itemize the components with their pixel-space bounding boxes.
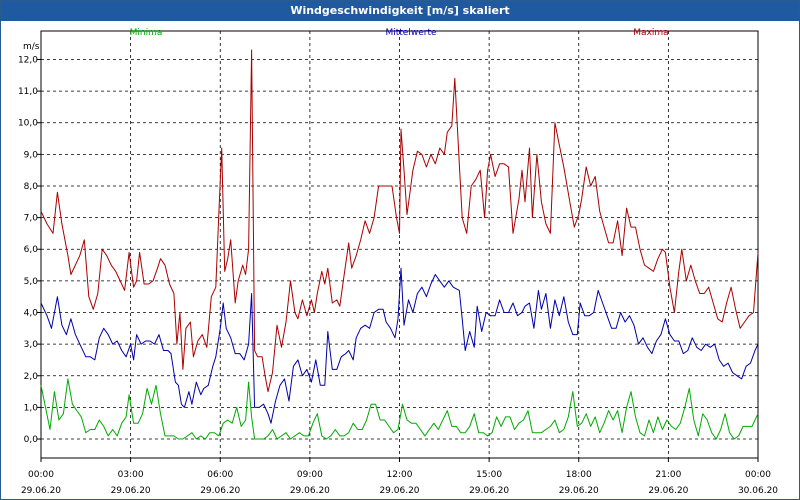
x-tick-date: 30.06.20 — [738, 486, 778, 496]
legend: Minima Mittelwerte Maxima — [130, 28, 669, 38]
x-tick-date: 29.06.20 — [469, 486, 509, 496]
legend-item-maxima: Maxima — [633, 28, 668, 38]
legend-item-mittelwerte: Mittelwerte — [385, 28, 436, 38]
x-tick-date: 29.06.20 — [290, 486, 330, 496]
x-tick-time: 03:00 — [118, 470, 144, 480]
y-tick-label: 5,0 — [24, 277, 39, 287]
y-tick-label: 4,0 — [24, 309, 39, 319]
grid-lines — [41, 31, 758, 458]
legend-item-minima: Minima — [130, 28, 163, 38]
y-tick-label: 8,0 — [24, 182, 39, 192]
series-line-mittelwerte — [40, 267, 759, 424]
x-tick-time: 09:00 — [297, 470, 323, 480]
x-tick-date: 29.06.20 — [21, 486, 61, 496]
y-tick-label: 2,0 — [24, 372, 39, 382]
y-axis-unit: m/s — [23, 42, 40, 52]
x-tick-time: 00:00 — [28, 470, 54, 480]
y-tick-label: 12,0 — [18, 55, 38, 65]
x-tick-time: 18:00 — [566, 470, 592, 480]
x-tick-date: 29.06.20 — [200, 486, 240, 496]
x-tick-date: 29.06.20 — [379, 486, 419, 496]
y-tick-label: 11,0 — [18, 87, 38, 97]
y-tick-label: 3,0 — [24, 340, 39, 350]
series-line-maxima — [40, 49, 759, 393]
y-tick-label: 6,0 — [24, 245, 39, 255]
x-tick-date: 29.06.20 — [648, 486, 688, 496]
x-axis: 00:00 29.06.20 03:00 29.06.20 06:00 29.06.20 0… — [21, 458, 778, 496]
x-tick-time: 21:00 — [655, 470, 681, 480]
y-axis: 0,0 1,0 2,0 3,0 4,0 5,0 6,0 7,0 8,0 9,0 10,0 11,0 12… — [18, 55, 41, 445]
series-line-minima — [40, 378, 759, 440]
y-tick-label: 9,0 — [24, 150, 39, 160]
x-tick-time: 12:00 — [387, 470, 413, 480]
window-title: Windgeschwindigkeit [m/s] skaliert — [1, 1, 799, 21]
x-tick-time: 15:00 — [476, 470, 502, 480]
y-tick-label: 1,0 — [24, 403, 39, 413]
series-group — [40, 49, 759, 440]
y-tick-label: 7,0 — [24, 214, 39, 224]
line-chart: 0,0 1,0 2,0 3,0 4,0 5,0 6,0 7,0 8,0 9,0 10,0 11,0 12… — [1, 21, 799, 499]
x-tick-date: 29.06.20 — [111, 486, 151, 496]
x-tick-date: 29.06.20 — [559, 486, 599, 496]
y-tick-label: 0,0 — [24, 435, 39, 445]
x-tick-time: 00:00 — [745, 470, 771, 480]
x-tick-time: 06:00 — [207, 470, 233, 480]
y-tick-label: 10,0 — [18, 119, 38, 129]
